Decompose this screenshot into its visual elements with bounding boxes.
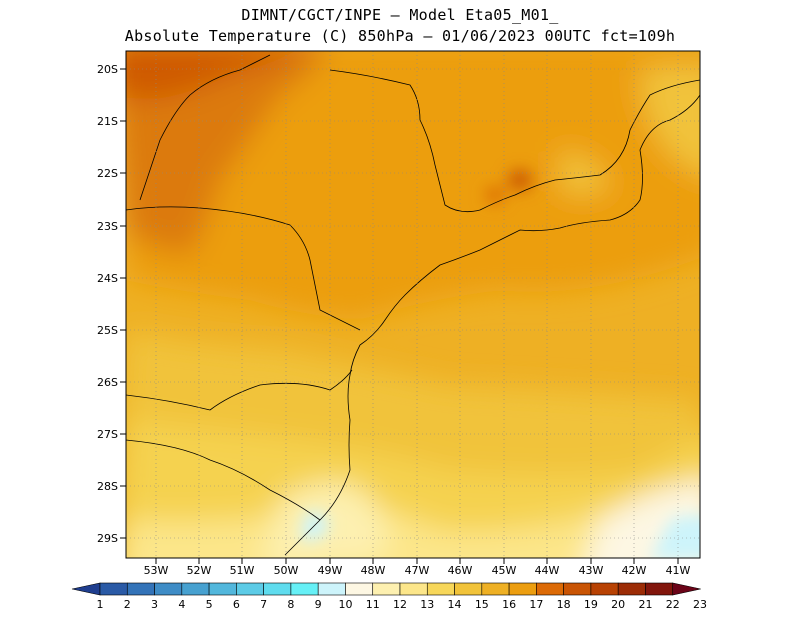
map-title-line2: Absolute Temperature (C) 850hPa – 01/06/… [124,27,676,45]
colorbar-label-14: 14 [448,598,462,611]
colorbar-swatch [454,582,483,596]
colorbar-label-19: 19 [584,598,598,611]
map-grid [126,51,700,558]
colorbar-swatch [399,582,428,596]
colorbar-swatch [126,582,155,596]
colorbar-label-16: 16 [502,598,516,611]
colorbar-label-5: 5 [206,598,213,611]
colorbar-label-3: 3 [151,598,158,611]
lat-label-20S: 20S [97,63,118,76]
lon-label-53W: 53W [144,564,169,577]
lat-label-27S: 27S [97,428,118,441]
colorbar-swatch [481,582,510,596]
colorbar-label-1: 1 [97,598,104,611]
colorbar-label-7: 7 [260,598,267,611]
colorbar-label-18: 18 [557,598,571,611]
colorbar-swatch [263,582,292,596]
colorbar-label-6: 6 [233,598,240,611]
colorbar-label-13: 13 [420,598,434,611]
colorbar: 1 2 3 4 5 6 7 8 9 10 11 12 13 14 15 16 17 18 19 20 21 22 23 [71,582,707,611]
colorbar-swatch [99,582,128,596]
colorbar-swatch [426,582,455,596]
colorbar-arrow-right [672,582,701,596]
map-title-line1: DIMNT/CGCT/INPE – Model Eta05_M01_ [241,6,559,24]
lon-label-44W: 44W [535,564,560,577]
colorbar-swatch [290,582,319,596]
lat-label-24S: 24S [97,272,118,285]
lon-label-41W: 41W [666,564,691,577]
colorbar-swatch [372,582,401,596]
lon-label-50W: 50W [274,564,299,577]
lat-label-26S: 26S [97,376,118,389]
lon-label-49W: 49W [318,564,343,577]
colorbar-label-8: 8 [287,598,294,611]
colorbar-label-21: 21 [638,598,652,611]
lat-label-28S: 28S [97,480,118,493]
colorbar-label-15: 15 [475,598,489,611]
colorbar-arrow-left [71,582,101,596]
lon-label-48W: 48W [361,564,386,577]
colorbar-swatch [208,582,237,596]
colorbar-label-20: 20 [611,598,625,611]
colorbar-swatch [345,582,374,596]
colorbar-swatch [181,582,210,596]
colorbar-label-10: 10 [338,598,352,611]
colorbar-swatch [154,582,183,596]
colorbar-swatch [617,582,646,596]
lat-label-23S: 23S [97,220,118,233]
coastline-borders [126,54,700,556]
colorbar-swatch [236,582,264,596]
colorbar-label-12: 12 [393,598,407,611]
colorbar-label-9: 9 [315,598,322,611]
lat-label-22S: 22S [97,167,118,180]
colorbar-label-11: 11 [366,598,380,611]
temperature-field [126,51,700,558]
lat-label-29S: 29S [97,532,118,545]
lon-label-45W: 45W [492,564,517,577]
colorbar-label-17: 17 [529,598,543,611]
lon-label-43W: 43W [579,564,604,577]
colorbar-swatch [508,582,537,596]
lon-label-51W: 51W [230,564,255,577]
lat-label-21S: 21S [97,115,118,128]
lon-label-46W: 46W [448,564,473,577]
colorbar-swatch [536,582,564,596]
lat-label-25S: 25S [97,324,118,337]
colorbar-swatch [645,582,674,596]
map-frame [125,50,701,559]
lon-label-47W: 47W [405,564,430,577]
lon-label-52W: 52W [187,564,212,577]
colorbar-label-2: 2 [124,598,131,611]
colorbar-label-4: 4 [178,598,185,611]
colorbar-swatch [563,582,592,596]
colorbar-swatch [317,582,346,596]
latitude-labels: 20S 21S 22S 23S 24S 25S 26S 27S 28S 29S [97,63,126,545]
lon-label-42W: 42W [622,564,647,577]
colorbar-label-22: 22 [666,598,680,611]
colorbar-label-23: 23 [693,598,707,611]
colorbar-swatch [590,582,619,596]
longitude-labels: 53W 52W 51W 50W 49W 48W 47W 46W 45W 44W 43W 42W 41W [144,558,691,577]
